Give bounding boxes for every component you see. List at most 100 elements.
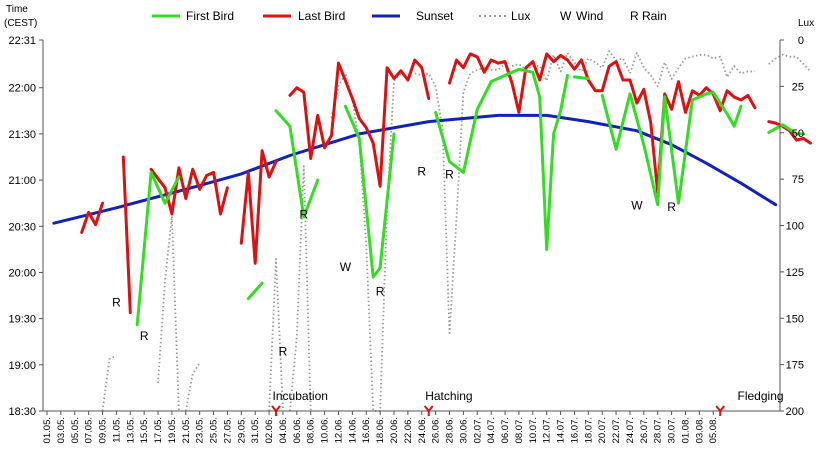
x-tick-label: 11.05.: [111, 417, 122, 443]
wind-marker: W: [340, 260, 352, 274]
x-tick-label: 22.06.: [403, 417, 414, 443]
x-tick-label: 26.06.: [431, 417, 442, 443]
lux-segment: [330, 72, 402, 412]
x-tick-label: 05.08.: [708, 417, 719, 443]
phase-labels: Incubation Hatching Fledging: [271, 389, 784, 416]
x-tick-label: 16.07.: [569, 417, 580, 443]
first-bird-segment: [600, 90, 743, 207]
rain-marker: R: [417, 164, 426, 178]
last-bird-segment: [239, 149, 278, 265]
x-tick-label: 03.05.: [56, 417, 67, 443]
phase-label: Hatching: [425, 389, 472, 403]
x-tick-label: 08.06.: [306, 417, 317, 443]
phase-label: Fledging: [738, 389, 784, 403]
lux-segment: [157, 215, 180, 412]
legend-label: Sunset: [416, 9, 454, 23]
x-tick-label: 01.08.: [681, 417, 692, 443]
x-tick-label: 31.05.: [250, 417, 261, 443]
last-bird-segment: [288, 58, 431, 188]
x-tick-label: 10.06.: [320, 417, 331, 443]
y-left-tick-label: 22:31: [8, 35, 36, 47]
first-bird-segment: [135, 170, 181, 327]
wind-marker: W: [631, 198, 643, 212]
x-tick-label: 23.05.: [195, 417, 206, 443]
lux-lines: [101, 50, 812, 412]
phase-marker-icon: [715, 405, 725, 416]
y-right-tick-label: 0: [798, 35, 804, 47]
first-bird-segment: [343, 104, 396, 279]
x-tick-label: 02.06.: [264, 417, 275, 443]
x-tick-label: 05.05.: [70, 417, 81, 443]
legend-marker: W: [560, 9, 572, 23]
y-right-tick-label: 100: [786, 221, 804, 233]
y-right-tick-label: 200: [786, 406, 804, 418]
y-left-title: Time: [6, 4, 28, 15]
y-right-tick-label: 75: [792, 174, 804, 186]
last-bird-segment: [448, 52, 757, 194]
y-left-tick-label: 21:00: [8, 175, 36, 187]
phase-marker-icon: [423, 405, 434, 416]
lux-segment: [101, 354, 117, 412]
x-tick-label: 18.07.: [583, 417, 594, 443]
x-tick-label: 12.07.: [542, 417, 553, 443]
x-tick-label: 04.06.: [278, 417, 289, 443]
y-left-tick-label: 21:30: [8, 129, 36, 141]
last-bird-segment: [767, 120, 812, 145]
lux-segment: [768, 53, 812, 73]
y-left-tick-label: 19:30: [8, 314, 36, 326]
x-tick-label: 14.06.: [347, 417, 358, 443]
x-tick-label: 10.07.: [528, 417, 539, 443]
x-tick-label: 26.07.: [639, 417, 650, 443]
first-bird-segment: [572, 75, 590, 80]
rain-marker: R: [667, 200, 676, 214]
x-tick-label: 28.07.: [653, 417, 664, 443]
legend-label: Rain: [642, 9, 667, 23]
axes: 18:30 19:00 19:30 20:00 20:30 21:00 21:30 22:00…: [4, 4, 814, 443]
x-tick-label: 08.07.: [514, 417, 525, 443]
y-left-tick-label: 19:00: [8, 360, 36, 372]
rain-marker: R: [279, 345, 288, 359]
x-tick-label: 25.05.: [209, 417, 220, 443]
rain-marker: R: [376, 285, 385, 299]
x-tick-label: 15.05.: [139, 417, 150, 443]
sunset-line: [52, 113, 778, 225]
y-left-tick-label: 20:30: [8, 221, 36, 233]
x-tick-label: 20.07.: [597, 417, 608, 443]
y-right-tick-label: 25: [792, 81, 804, 93]
rain-marker: R: [445, 168, 454, 182]
y-left-tick-label: 22:00: [8, 83, 36, 95]
legend-label: Lux: [511, 9, 530, 23]
phase-marker-icon: [271, 405, 281, 416]
first-bird-lines: [135, 67, 805, 327]
x-tick-label: 18.06.: [375, 417, 386, 443]
x-tick-label: 19.05.: [167, 417, 178, 443]
sunset-segment: [52, 113, 778, 225]
x-tick-label: 03.08.: [694, 417, 705, 443]
last-bird-segment: [121, 155, 132, 314]
x-tick-label: 24.07.: [625, 417, 636, 443]
last-bird-segment: [80, 201, 104, 234]
legend-label: Last Bird: [298, 9, 345, 23]
lux-segment: [414, 63, 506, 335]
x-tick-label: 09.05.: [98, 417, 109, 443]
x-tick-label: 02.07.: [472, 417, 483, 443]
x-tick-label: 17.05.: [153, 417, 164, 443]
x-tick-label: 27.05.: [222, 417, 233, 443]
x-tick-label: 28.06.: [445, 417, 456, 443]
lux-segment: [184, 362, 201, 412]
legend-label: Wind: [576, 9, 603, 23]
x-tick-label: 07.05.: [84, 417, 95, 443]
lux-segment: [268, 257, 284, 412]
x-tick-label: 06.07.: [500, 417, 511, 443]
first-bird-segment: [434, 67, 569, 251]
y-left-tick-label: 18:30: [8, 406, 36, 418]
x-tick-label: 01.05.: [42, 417, 53, 443]
x-tick-label: 14.07.: [556, 417, 567, 443]
x-tick-label: 16.06.: [361, 417, 372, 443]
x-tick-label: 20.06.: [389, 417, 400, 443]
x-tick-label: 30.07.: [667, 417, 678, 443]
x-tick-label: 30.06.: [458, 417, 469, 443]
lux-segment: [289, 165, 312, 412]
last-bird-lines: [80, 52, 812, 314]
